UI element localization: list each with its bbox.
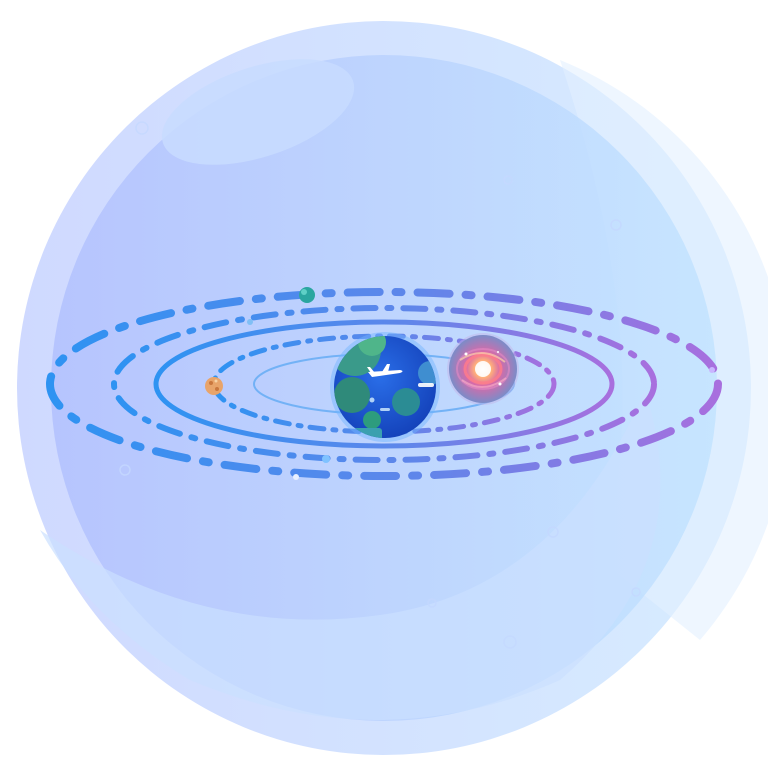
- airplane-icon: [367, 364, 403, 377]
- orbit-dots: [247, 319, 715, 480]
- orbit-middle: [153, 319, 615, 449]
- orbit-outer: [111, 305, 657, 463]
- sphere-particles: [119, 121, 641, 649]
- teal-moon-icon: [299, 287, 315, 303]
- orbit-outermost: [46, 288, 722, 480]
- sphere-glare: [161, 59, 355, 165]
- galaxy-planet-icon: [447, 333, 519, 405]
- small-planet-icon: [205, 377, 223, 395]
